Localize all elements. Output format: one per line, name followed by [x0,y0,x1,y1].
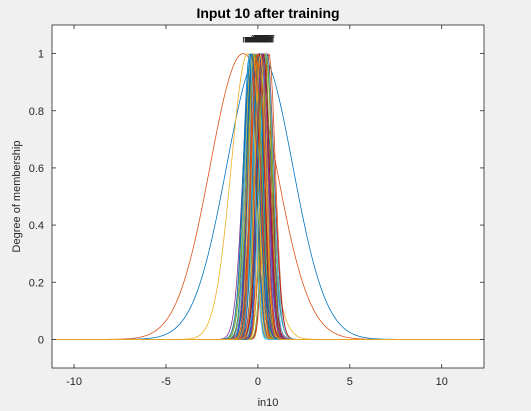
y-tick-label: 0 [38,334,44,346]
y-tick-label: 1 [38,49,44,61]
x-axis-label: in10 [258,397,279,409]
mf-label: mf [255,35,266,46]
membership-function-labels: mfmfmfmfmfmfmfmfmfmfmfmfmfmfmfmfmfmfmfmf… [242,35,274,46]
y-axis-label: Degree of membership [11,141,23,253]
y-tick-label: 0.4 [29,220,44,232]
x-tick-label: -5 [161,376,171,388]
y-tick-label: 0.8 [29,106,44,118]
x-tick-label: 5 [347,376,353,388]
x-tick-label: 10 [436,376,448,388]
chart-title: Input 10 after training [196,5,339,21]
y-tick-label: 0.2 [29,277,44,289]
x-tick-label: -10 [66,376,82,388]
y-tick-label: 0.6 [29,163,44,175]
x-tick-label: 0 [255,376,261,388]
